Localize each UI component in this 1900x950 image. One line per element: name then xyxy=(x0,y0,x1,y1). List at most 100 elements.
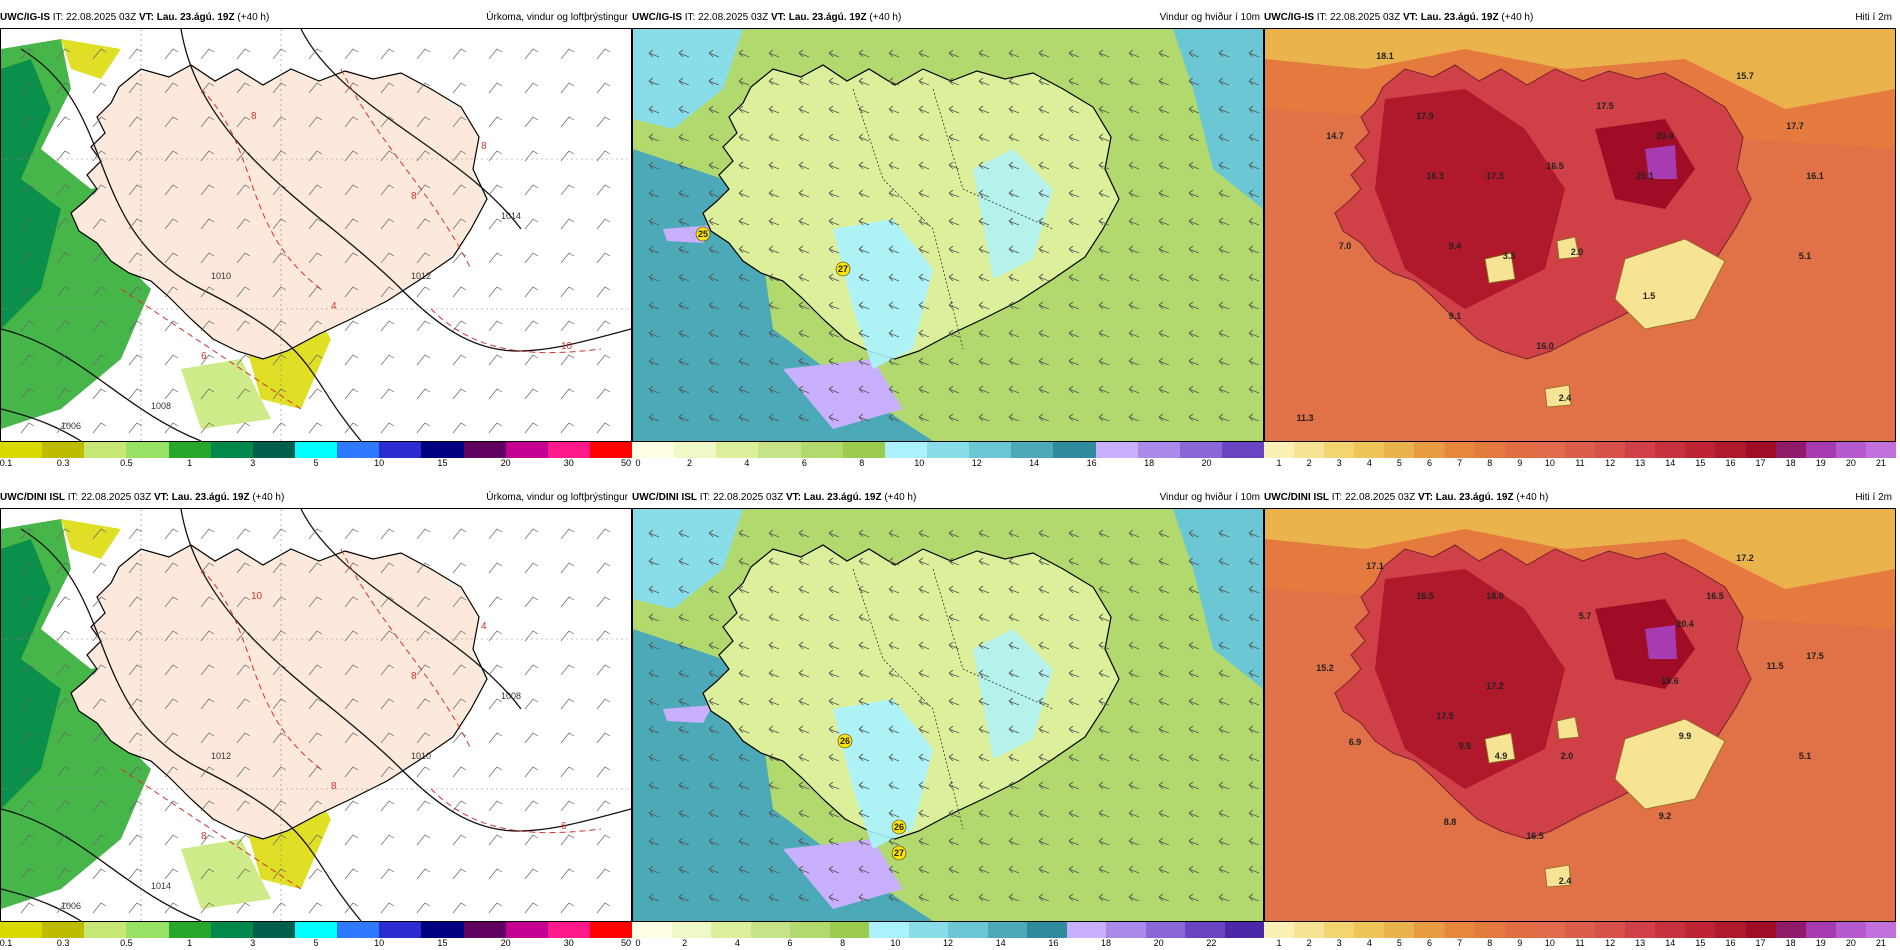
map-temp[interactable]: 18.1 15.7 14.7 17.9 17.5 17.7 16.3 17.3 16.5 20.4… xyxy=(1264,28,1896,442)
temperature-value: 17.7 xyxy=(1786,121,1804,131)
colorbar-swatch xyxy=(1264,442,1295,458)
map-wind[interactable]: 26 26 27 xyxy=(632,508,1264,922)
map-wind[interactable]: 25 27 xyxy=(632,28,1264,442)
wind-barb xyxy=(488,562,503,574)
colorbar-tick-label: 10 xyxy=(890,938,901,948)
wind-barb xyxy=(20,698,35,710)
wind-arrow xyxy=(828,641,840,650)
wind-zone xyxy=(833,219,933,369)
wind-barb xyxy=(92,698,107,710)
temp-zone xyxy=(1645,145,1677,179)
temperature-value: 16.5 xyxy=(1526,831,1544,841)
colorbar-tick-label: 0.3 xyxy=(56,938,70,948)
wind-arrow xyxy=(888,641,900,650)
wind-barb xyxy=(488,422,503,434)
wind-arrow xyxy=(1218,641,1230,650)
temp-zone xyxy=(1595,119,1695,209)
wind-arrow xyxy=(1038,865,1050,874)
isobar xyxy=(1,808,202,921)
wind-barb xyxy=(308,116,323,128)
colorbar-swatch xyxy=(1865,922,1896,938)
wind-arrow xyxy=(1218,77,1230,86)
wind-barb xyxy=(416,48,431,60)
wind-arrow xyxy=(738,301,750,310)
wind-barb xyxy=(488,698,503,710)
temperature-value: 17.1 xyxy=(1366,561,1384,571)
wind-arrow xyxy=(1038,273,1050,282)
wind-barb xyxy=(200,150,215,162)
wind-arrow xyxy=(768,301,780,310)
panel-header: UWC/DINI ISL IT: 22.08.2025 03Z VT: Lau.… xyxy=(632,488,1264,508)
wind-arrow xyxy=(858,245,870,254)
wind-barb xyxy=(344,800,359,812)
wind-arrow xyxy=(1158,697,1170,706)
wind-barb xyxy=(452,48,467,60)
wind-barb xyxy=(416,388,431,400)
wind-barb xyxy=(92,82,107,94)
colorbar-swatch xyxy=(1384,922,1415,938)
valid-label: VT: xyxy=(1402,12,1418,23)
wind-arrow xyxy=(1038,245,1050,254)
wind-arrow xyxy=(978,329,990,338)
wind-arrow xyxy=(648,357,660,366)
valid-time: Lau. 23.ágú. 19Z xyxy=(803,492,882,503)
wind-arrow xyxy=(978,245,990,254)
wind-barb xyxy=(56,596,71,608)
colorbar-swatch xyxy=(790,922,830,938)
wind-zone xyxy=(1173,29,1263,209)
colorbar-swatch xyxy=(1655,442,1686,458)
wind-arrow xyxy=(678,133,690,142)
map-precip[interactable]: 1010 1012 1014 1008 1006 8 8 6 10 8 4 xyxy=(0,28,632,442)
temperature-value: 2.4 xyxy=(1559,393,1572,403)
wind-arrow xyxy=(708,189,720,198)
wind-barb xyxy=(452,766,467,778)
wind-barb xyxy=(380,902,395,914)
wind-arrow xyxy=(918,49,930,58)
wind-barb xyxy=(164,562,179,574)
wind-arrow xyxy=(768,49,780,58)
colorbar-swatch xyxy=(337,922,380,938)
colorbar-tick-label: 6 xyxy=(787,938,793,948)
wind-barb xyxy=(380,630,395,642)
wind-arrow xyxy=(1008,217,1020,226)
wind-barb xyxy=(164,868,179,880)
wind-arrow xyxy=(768,865,780,874)
wind-arrow xyxy=(678,49,690,58)
wind-arrow xyxy=(1188,49,1200,58)
iceland-outline xyxy=(702,64,1120,360)
wind-arrow xyxy=(1008,893,1020,902)
wind-barb xyxy=(596,630,611,642)
wind-arrow xyxy=(648,329,660,338)
wind-barb xyxy=(524,630,539,642)
wind-arrow xyxy=(1008,865,1020,874)
wind-barb xyxy=(236,528,251,540)
wind-barb xyxy=(20,320,35,332)
colorbar-swatch xyxy=(716,442,759,458)
temp-zone xyxy=(1375,89,1565,309)
gust-marker xyxy=(837,733,853,749)
wind-barb xyxy=(416,320,431,332)
wind-arrow xyxy=(888,385,900,394)
wind-arrow xyxy=(918,217,930,226)
wind-barb xyxy=(344,664,359,676)
wind-arrow xyxy=(918,753,930,762)
wind-barb xyxy=(128,664,143,676)
wind-arrow xyxy=(828,217,840,226)
wind-arrow xyxy=(1008,669,1020,678)
colorbar-ticks: 1 2 3 4 5 6 7 8 9 10 11 12 13 14 15 16 17 18 19 20 21 xyxy=(1264,938,1896,950)
colorbar-swatch xyxy=(84,442,127,458)
colorbar-tick-label: 7 xyxy=(1457,458,1463,468)
wind-arrow xyxy=(858,189,870,198)
colorbar-tick-label: 20 xyxy=(500,938,511,948)
wind-zone xyxy=(783,359,903,429)
wind-barb xyxy=(92,218,107,230)
wind-arrow xyxy=(888,77,900,86)
map-temp[interactable]: 17.1 17.2 16.5 18.0 5.7 16.5 20.4 15.2 17.5 17.2 1… xyxy=(1264,508,1896,922)
wind-barb xyxy=(524,184,539,196)
map-precip[interactable]: 1012 1010 1008 1014 1006 10 8 8 6 4 8 xyxy=(0,508,632,922)
wind-arrow xyxy=(1008,189,1020,198)
wind-arrow xyxy=(888,105,900,114)
wind-barb xyxy=(56,150,71,162)
wind-arrow xyxy=(1068,357,1080,366)
colorbar-swatch xyxy=(505,442,548,458)
